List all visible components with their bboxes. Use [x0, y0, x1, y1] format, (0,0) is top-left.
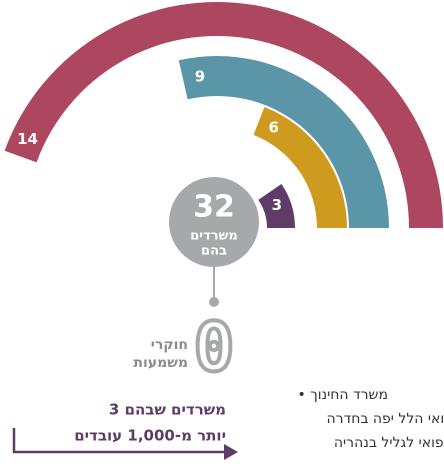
ring-segment: [258, 184, 295, 228]
side-text: הרפואי הלל יפה בחדרה: [327, 411, 444, 427]
zero-label: חוקרי: [151, 337, 188, 353]
note-arrow-head: [224, 444, 238, 460]
ring-segment: [4, 2, 444, 229]
ring-label: 14: [17, 130, 38, 148]
side-text: ז הרפואי לגליל בנהריה: [334, 435, 444, 451]
connector-dot: [209, 297, 219, 307]
center-value: 32: [193, 190, 235, 225]
zero-value: 0: [194, 309, 235, 388]
note-line: יותר מ-1,000 עובדים: [74, 427, 226, 445]
center-label: בהם: [201, 244, 227, 259]
center-circle: [169, 177, 259, 267]
note-line: 3 משרדים שבהם: [109, 401, 226, 419]
note-arrow: [12, 428, 226, 454]
ring-label: 9: [195, 67, 205, 85]
ring-label: 6: [268, 118, 278, 136]
zero-label: משמעות: [133, 355, 188, 371]
center-label: משרדים: [190, 229, 238, 244]
ring-label: 3: [272, 196, 282, 214]
ring-segment: [178, 56, 389, 229]
ring-segment: [253, 106, 347, 228]
side-text: • משרד החינוך: [297, 387, 388, 403]
